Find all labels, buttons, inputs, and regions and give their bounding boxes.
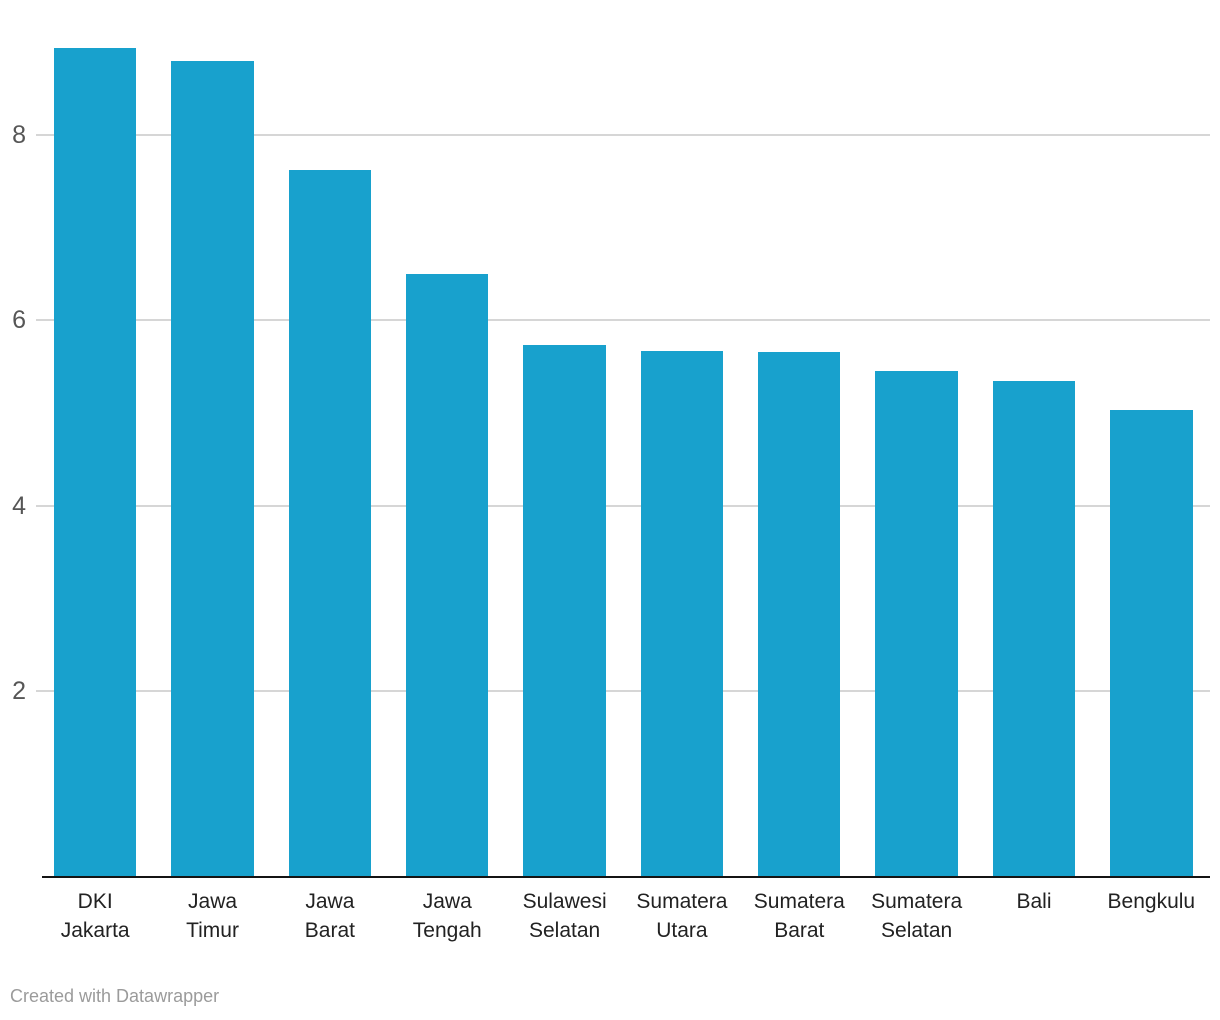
gridline-8 [36, 133, 1210, 136]
x-axis-label-sumatera-selatan: Sumatera Selatan [847, 887, 987, 945]
y-axis-tick-label-8: 8 [12, 120, 26, 149]
x-axis-label-line: Barat [304, 919, 355, 942]
x-axis-label-line: DKI [77, 890, 113, 913]
x-axis-label-line: Jawa [422, 890, 472, 913]
x-axis-label-line: Utara [656, 919, 708, 942]
x-axis-label-line: Bali [1016, 890, 1052, 913]
x-axis-label-line: Selatan [528, 919, 601, 942]
x-axis-label-line: Sumatera [636, 890, 728, 913]
x-axis-label-jawa-barat: Jawa Barat [260, 887, 400, 945]
x-axis-label-sumatera-utara: Sumatera Utara [612, 887, 752, 945]
bar-bali[interactable] [992, 380, 1076, 877]
bar-jawa-barat[interactable] [288, 170, 372, 877]
bar-sumatera-barat[interactable] [758, 351, 841, 877]
x-axis-label-line: Bengkulu [1107, 890, 1196, 913]
x-axis-label-sumatera-barat: Sumatera Barat [729, 887, 869, 945]
bar-dki-jakarta[interactable] [54, 47, 137, 877]
y-axis-tick-label-2: 2 [12, 677, 26, 706]
bar-jawa-tengah[interactable] [406, 273, 489, 877]
x-axis-line [42, 875, 1210, 878]
gridline-6 [36, 319, 1210, 322]
x-axis-label-bali: Bali [964, 887, 1104, 916]
x-axis-label-line: Selatan [881, 919, 953, 942]
y-axis-tick-label-6: 6 [12, 306, 26, 335]
x-axis-label-line: Jawa [188, 890, 238, 913]
y-axis-tick-label-4: 4 [12, 491, 26, 520]
x-axis-label-line: Barat [774, 919, 825, 942]
x-axis-label-line: Timur [186, 919, 239, 942]
x-axis-label-sulawesi-selatan: Sulawesi Selatan [495, 887, 635, 945]
gridline-2 [36, 690, 1210, 693]
bar-sumatera-utara[interactable] [640, 350, 724, 877]
x-axis-label-jawa-tengah: Jawa Tengah [377, 887, 517, 945]
x-axis-label-jawa-timur: Jawa Timur [143, 887, 283, 945]
x-axis-label-line: Jakarta [60, 919, 130, 942]
bar-jawa-timur[interactable] [171, 60, 254, 877]
x-axis-label-line: Jawa [305, 890, 355, 913]
x-axis-label-line: Sulawesi [522, 890, 607, 913]
bar-bengkulu[interactable] [1110, 410, 1193, 877]
x-axis-label-line: Sumatera [753, 890, 845, 913]
x-axis-label-line: Tengah [412, 919, 482, 942]
x-axis-label-dki-jakarta: DKI Jakarta [25, 887, 165, 945]
datawrapper-credit-link[interactable]: Created with Datawrapper [10, 986, 220, 1006]
x-axis-label-bengkulu: Bengkulu [1081, 887, 1220, 916]
bar-sulawesi-selatan[interactable] [523, 344, 606, 877]
x-axis-label-line: Sumatera [871, 890, 963, 913]
bar-sumatera-selatan[interactable] [875, 371, 958, 877]
gridline-4 [36, 504, 1210, 507]
